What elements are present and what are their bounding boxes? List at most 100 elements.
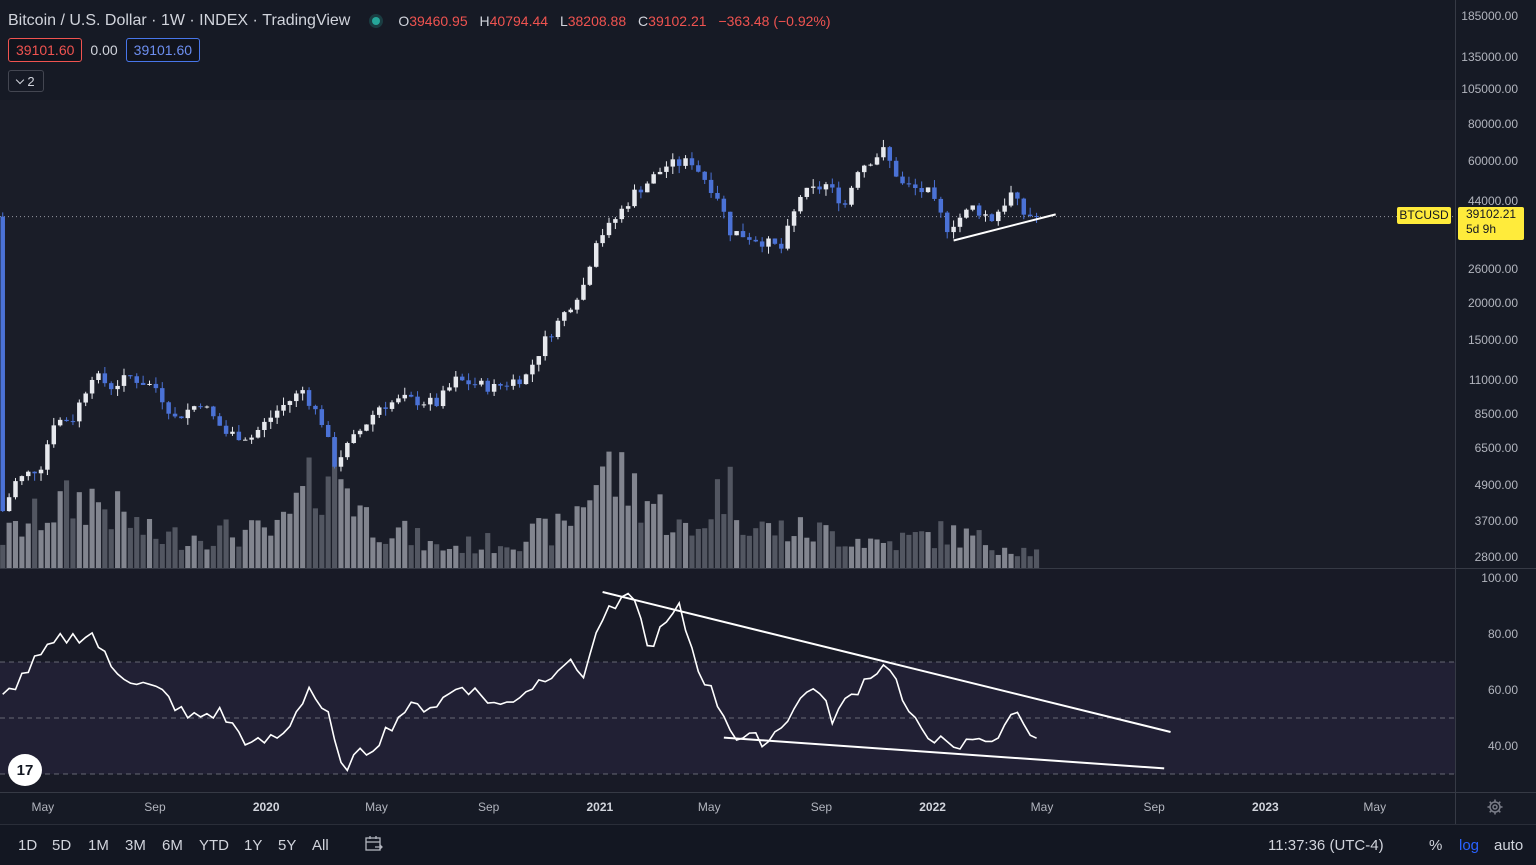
timeframe-button-1m[interactable]: 1M — [88, 837, 109, 854]
candle — [938, 196, 944, 218]
timeframe-button-5d[interactable]: 5D — [52, 837, 72, 854]
volume-bar — [63, 480, 70, 568]
indicator-collapse-button[interactable]: 2 — [8, 70, 44, 92]
price-tick-label: 8500.00 — [1474, 406, 1518, 421]
gear-icon[interactable] — [1487, 799, 1503, 815]
volume-bar — [357, 505, 363, 568]
candle-body — [555, 320, 561, 338]
timeframe-button-all[interactable]: All — [312, 837, 329, 854]
candle — [702, 171, 707, 185]
candle-body — [108, 383, 114, 390]
candle — [428, 393, 433, 411]
volume-bar — [325, 476, 331, 568]
timeframe-button-6m[interactable]: 6M — [162, 837, 183, 854]
date-range-icon[interactable] — [365, 836, 383, 852]
time-tick-label: May — [1030, 800, 1054, 814]
chevron-down-icon — [16, 75, 25, 84]
candle-body — [970, 205, 975, 210]
symbol-header[interactable]: Bitcoin / U.S. Dollar · 1W · INDEX · Tra… — [8, 12, 831, 29]
volume-bar — [823, 525, 829, 568]
candle — [32, 471, 37, 481]
interval: 1W — [160, 12, 185, 29]
candle — [1034, 212, 1039, 223]
candle-body — [900, 176, 905, 184]
price-trendline — [953, 213, 1056, 242]
candle-body — [421, 404, 427, 406]
candle — [504, 381, 510, 391]
candle — [555, 317, 561, 340]
candle-body — [19, 476, 25, 482]
timeframe-button-3m[interactable]: 3M — [125, 837, 146, 854]
timeframe-button-5y[interactable]: 5Y — [278, 837, 297, 854]
candle — [319, 405, 325, 428]
candle-body — [1002, 205, 1007, 212]
volume-bar — [153, 538, 159, 568]
candle — [345, 441, 350, 460]
candle-body — [434, 397, 439, 407]
volume-bar — [491, 553, 497, 568]
buy-price-button[interactable]: 39101.60 — [125, 38, 201, 62]
open-value: 39460.95 — [409, 13, 468, 29]
candle-body — [670, 159, 676, 167]
volume-bar — [504, 547, 510, 568]
volume-bar — [466, 536, 472, 568]
high-value: 40794.44 — [489, 13, 549, 29]
candle — [491, 379, 497, 396]
candle-body — [408, 394, 414, 397]
price-tick-label: 3700.00 — [1474, 514, 1518, 529]
candle — [562, 311, 567, 327]
candle — [313, 404, 318, 415]
candle-body — [645, 183, 650, 193]
volume-bar — [338, 479, 344, 568]
clock[interactable]: 11:37:36 (UTC-4) — [1268, 837, 1384, 854]
candle-body — [721, 198, 727, 212]
candle — [223, 420, 229, 437]
candle-body — [913, 184, 918, 189]
volume-bar — [414, 528, 421, 568]
candle — [325, 421, 331, 438]
candle-body — [57, 419, 63, 426]
volume-bar — [1027, 556, 1033, 568]
volume-bar — [714, 479, 721, 568]
volume-bar — [906, 534, 912, 568]
candle — [855, 170, 861, 190]
timeframe-button-1d[interactable]: 1D — [18, 837, 38, 854]
spread-value: 0.00 — [90, 42, 118, 58]
candle-body — [466, 380, 471, 385]
drawings — [602, 213, 1171, 770]
timeframe-button-ytd[interactable]: YTD — [199, 837, 229, 854]
percent-toggle[interactable]: % — [1429, 837, 1443, 854]
volume-bar — [472, 553, 478, 568]
candle-body — [121, 375, 127, 386]
candle-body — [542, 336, 548, 357]
volume-bar — [127, 527, 133, 568]
volume-bar — [1008, 553, 1014, 568]
tradingview-logo[interactable]: 17 — [8, 754, 42, 786]
auto-toggle[interactable]: auto — [1494, 837, 1524, 854]
symbol-price-tag: BTCUSD — [1397, 207, 1451, 224]
candle — [459, 373, 465, 381]
timeframe-button-1y[interactable]: 1Y — [244, 837, 263, 854]
candle — [951, 220, 956, 239]
volume-bar — [408, 545, 414, 568]
candle-body — [804, 187, 810, 197]
volume-bar — [159, 544, 165, 568]
candle — [396, 394, 401, 405]
chart-canvas[interactable] — [0, 0, 1536, 824]
candle — [108, 381, 114, 396]
volume-bar — [83, 524, 89, 568]
candle — [734, 231, 739, 236]
volume-bar — [976, 530, 982, 568]
price-tick-label: 80000.00 — [1467, 117, 1518, 132]
indicator-count: 2 — [27, 73, 35, 89]
price-tick-label: 2800.00 — [1474, 550, 1518, 564]
candle — [759, 237, 765, 253]
volume-bar — [370, 537, 376, 568]
volume-bar — [459, 552, 465, 568]
candle-body — [830, 184, 835, 188]
volume-bars — [0, 438, 1040, 568]
log-toggle[interactable]: log — [1459, 837, 1480, 854]
candle-body — [893, 160, 899, 177]
sell-price-button[interactable]: 39101.60 — [8, 38, 83, 62]
candle-body — [306, 390, 312, 406]
